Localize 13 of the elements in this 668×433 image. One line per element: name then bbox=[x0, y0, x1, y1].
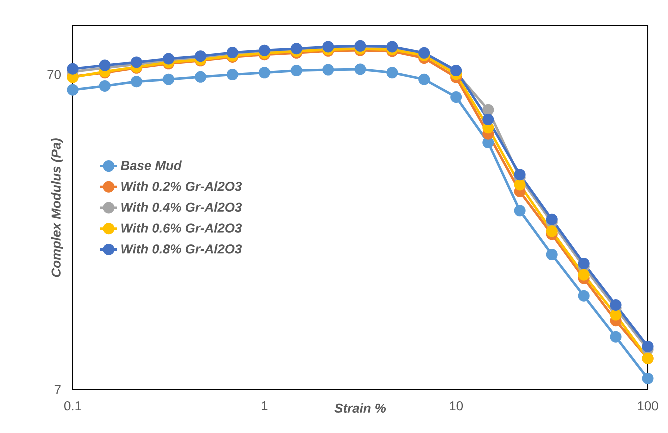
x-tick-label: 100 bbox=[638, 401, 658, 411]
legend-label: Base Mud bbox=[120, 160, 182, 170]
legend-label: With 0.4% Gr-Al2O3 bbox=[122, 202, 242, 212]
x-tick-label: 10 bbox=[450, 401, 464, 411]
y-tick-label: 70 bbox=[48, 70, 61, 80]
y-axis-title: Complex Modulus (Pa) bbox=[51, 138, 64, 278]
x-tick-label: 0.1 bbox=[64, 401, 82, 411]
x-tick-label: 1 bbox=[262, 402, 268, 410]
legend-label: With 0.8% Gr-Al2O3 bbox=[122, 244, 242, 254]
y-tick-label: 7 bbox=[54, 386, 61, 394]
x-axis-title: Strain % bbox=[334, 403, 386, 414]
legend-label: With 0.2% Gr-Al2O3 bbox=[122, 182, 242, 192]
legend-label: With 0.6% Gr-Al2O3 bbox=[122, 223, 242, 233]
